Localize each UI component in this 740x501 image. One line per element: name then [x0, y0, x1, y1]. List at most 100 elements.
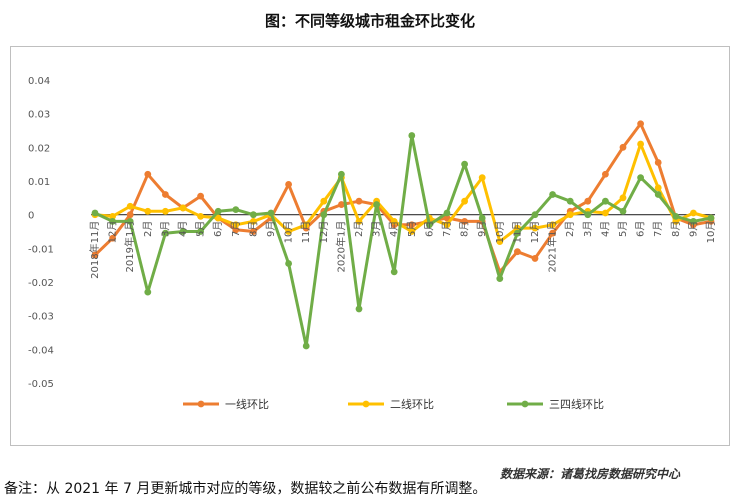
x-tick-label: 3月 [371, 221, 383, 237]
series-point-3 [285, 260, 292, 267]
series-point-3 [619, 207, 627, 215]
series-point-1 [654, 159, 662, 166]
x-tick-label: 2月 [353, 221, 365, 237]
series-point-1 [232, 226, 240, 234]
x-tick-label: 4月 [388, 221, 400, 237]
series-point-2 [602, 209, 609, 217]
x-tick-label: 2021年1月 [546, 221, 559, 273]
y-tick-label: 0.04 [28, 76, 50, 87]
series-point-3 [355, 305, 363, 313]
series-point-3 [514, 229, 521, 237]
x-tick-label: 12月 [529, 221, 541, 244]
x-tick-label: 3月 [582, 221, 594, 237]
series-point-3 [672, 212, 680, 220]
series-point-3 [162, 229, 169, 237]
series-point-3 [144, 288, 152, 296]
x-tick-label: 2020年1月 [334, 221, 347, 273]
x-tick-label: 10月 [494, 221, 506, 244]
series-point-3 [320, 211, 328, 219]
x-tick-label: 7月 [441, 221, 453, 237]
series-point-3 [390, 268, 398, 276]
legend-swatch-marker [521, 400, 529, 408]
x-tick-label: 8月 [459, 221, 471, 237]
series-point-2 [531, 224, 539, 232]
x-tick-label: 2月 [142, 221, 154, 237]
data-source-note: 数据来源：诸葛找房数据研究中心 [500, 467, 681, 481]
series-point-1 [461, 218, 468, 225]
series-point-2 [478, 174, 486, 182]
series-point-2 [144, 207, 152, 215]
y-tick-label: 0.01 [28, 177, 50, 188]
series-point-2 [461, 197, 468, 205]
series-point-1 [144, 170, 152, 178]
series-point-1 [162, 191, 169, 198]
series-point-2 [232, 221, 240, 229]
x-tick-label: 2019年1月 [123, 221, 136, 273]
line-chart: 0.04 0.03 0.02 0.01 0 -0.01 -0.02 -0.03 -0.04 -0.… [28, 76, 717, 411]
series-point-3 [496, 275, 504, 283]
y-tick-label: -0.04 [28, 345, 54, 356]
series-point-2 [566, 211, 574, 219]
series-point-3 [690, 218, 697, 225]
x-tick-label: 4月 [599, 221, 611, 237]
series-point-2 [390, 218, 398, 225]
series-point-2 [285, 228, 292, 235]
chart-frame: 0.04 0.03 0.02 0.01 0 -0.01 -0.02 -0.03 -0.04 -0.… [10, 46, 730, 481]
series-point-3 [109, 218, 116, 225]
series-point-2 [672, 218, 680, 225]
x-tick-label: 10月 [705, 221, 717, 244]
y-tick-label: 0.03 [28, 110, 50, 121]
series-point-3 [197, 228, 205, 235]
x-tick-label: 11月 [300, 221, 312, 244]
series-point-2 [197, 212, 205, 220]
x-tick-label: 3月 [159, 221, 171, 237]
x-tick-label: 10月 [283, 221, 295, 244]
series-point-2 [214, 214, 222, 222]
x-tick-label: 6月 [212, 221, 224, 237]
chart-title: 图：不同等级城市租金环比变化 [264, 12, 475, 30]
x-tick-label: 7月 [230, 221, 242, 237]
x-tick-label: 8月 [247, 221, 259, 237]
series-point-3 [461, 160, 468, 168]
legend-label: 二线环比 [390, 397, 434, 411]
series-point-1 [109, 234, 116, 242]
series-line-3 [94, 134, 712, 348]
series-point-3 [302, 342, 310, 350]
series-point-1 [355, 197, 363, 205]
x-tick-label: 12月 [318, 221, 330, 244]
series-point-1 [584, 197, 592, 205]
series-point-2 [496, 238, 504, 246]
x-tick-label: 4月 [177, 221, 189, 237]
legend-swatch-marker [362, 400, 370, 408]
series-point-2 [443, 221, 451, 229]
y-tick-label: -0.03 [28, 312, 54, 323]
series-point-2 [162, 207, 169, 215]
series-point-2 [302, 221, 310, 229]
series-point-3 [267, 209, 275, 217]
series-point-3 [408, 132, 416, 139]
series-point-1 [408, 221, 416, 229]
series-point-1 [514, 248, 521, 256]
series-point-3 [373, 201, 380, 208]
series-point-3 [426, 221, 433, 229]
x-tick-label: 5月 [195, 221, 207, 237]
series-point-1 [549, 229, 556, 237]
y-tick-label: 0 [28, 211, 34, 222]
series-point-1 [531, 255, 539, 262]
series-point-2 [549, 221, 556, 229]
series-point-2 [250, 218, 257, 225]
series-point-1 [602, 170, 609, 178]
series-point-3 [250, 211, 257, 219]
series-point-1 [91, 251, 99, 259]
series-point-1 [443, 214, 451, 222]
legend-label: 三四线环比 [549, 397, 604, 411]
series-point-3 [637, 174, 644, 182]
x-tick-label: 9月 [687, 221, 699, 237]
x-tick-label: 5月 [617, 221, 629, 237]
x-tick-label: 2月 [564, 221, 576, 237]
series-point-3 [566, 197, 574, 205]
legend-label: 一线环比 [225, 397, 269, 411]
series-point-3 [707, 214, 715, 222]
series-point-3 [91, 209, 99, 217]
series-point-3 [602, 197, 609, 205]
